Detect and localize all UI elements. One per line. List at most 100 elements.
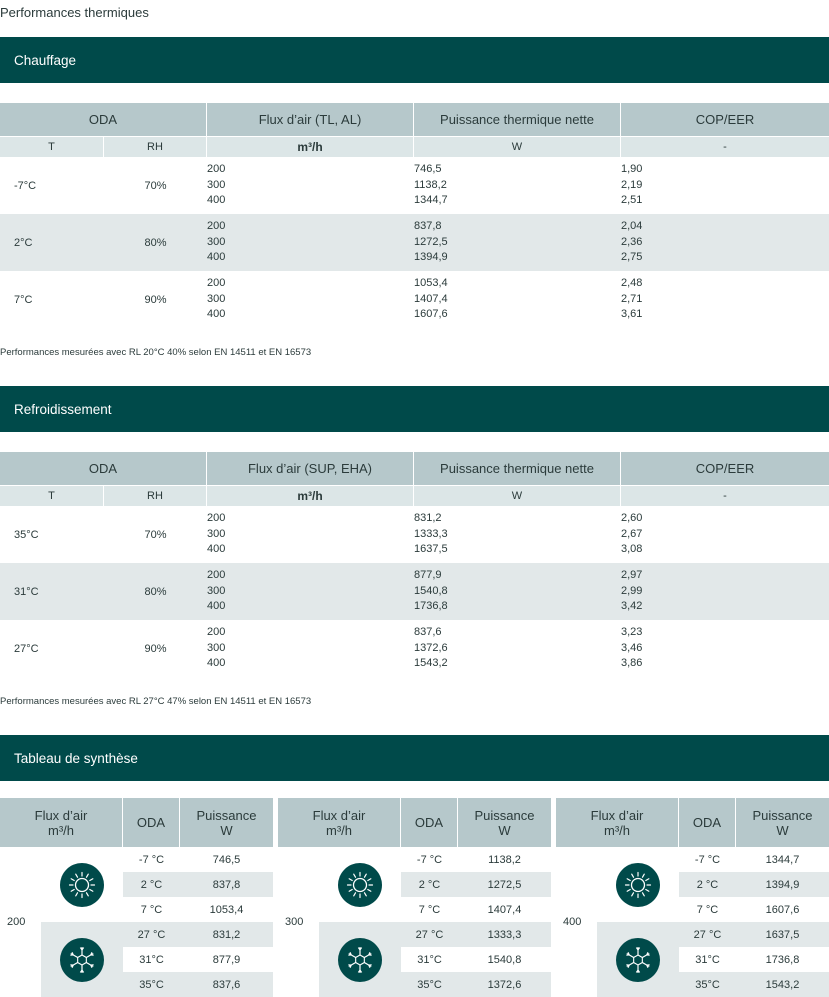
cooling-subheader-row: T RH m³/h W - [0, 485, 829, 506]
summary-header-puis-unit: W [776, 822, 789, 838]
subheader-unit-flux: m³/h [207, 486, 414, 506]
summary-row: 31°C 1736,8 [679, 947, 829, 972]
cell-puis: 831,2 1333,3 1637,5 [414, 506, 621, 563]
cell-temperature: 31°C [14, 585, 39, 598]
summary-oda: 7 °C [696, 903, 719, 916]
cell-value: 1272,5 [414, 235, 448, 248]
cell-value: 300 [207, 178, 226, 191]
subheader-t: T [0, 486, 104, 506]
summary-puissance: 837,6 [212, 978, 241, 991]
summary-puissance: 831,2 [212, 928, 241, 941]
cell-value: 837,6 [414, 626, 442, 639]
summary-oda: -7 °C [694, 853, 721, 866]
summary-puissance: 1344,7 [765, 853, 800, 866]
summary-header-puis-label: Puissance [196, 807, 257, 823]
sun-icon [338, 862, 382, 907]
cell-humidity: 80% [144, 585, 167, 598]
summary-header-puis-label: Puissance [752, 807, 813, 823]
summary-table: Flux d’air m³/h ODA Puissance W 300 -7 °… [278, 798, 551, 997]
cell-value: 200 [207, 512, 226, 525]
summary-row: 35°C 837,6 [123, 972, 273, 997]
cell-value: 1736,8 [414, 600, 448, 613]
cell-value: 3,86 [621, 657, 643, 670]
cell-value: 200 [207, 220, 226, 233]
summary-row: 31°C 877,9 [123, 947, 273, 972]
summary-row: -7 °C 746,5 [123, 847, 273, 872]
summary-section-header: Tableau de synthèse [0, 735, 829, 781]
summary-row: 35°C 1372,6 [401, 972, 551, 997]
cell-value: 1637,5 [414, 543, 448, 556]
summary-puissance: 1637,5 [765, 928, 800, 941]
summary-header-oda: ODA [401, 798, 458, 847]
summary-header-flux-label: Flux d’air [312, 807, 366, 823]
summary-table: Flux d’air m³/h ODA Puissance W 200 -7 °… [0, 798, 273, 997]
cell-value: 2,97 [621, 569, 643, 582]
summary-header-puis-label: Puissance [474, 807, 535, 823]
header-flux: Flux d’air (SUP, EHA) [207, 452, 414, 485]
cell-puis: 877,9 1540,8 1736,8 [414, 563, 621, 620]
summary-puissance: 1372,6 [487, 978, 522, 991]
cell-humidity: 70% [144, 179, 167, 192]
cell-flux: 200 300 400 [207, 271, 414, 328]
cell-value: 3,46 [621, 641, 643, 654]
subheader-rh: RH [104, 137, 207, 157]
summary-puissance: 1053,4 [209, 903, 244, 916]
summary-header-flux: Flux d’air m³/h [556, 798, 679, 847]
summary-oda: 35°C [139, 978, 164, 991]
summary-oda: 27 °C [693, 928, 722, 941]
cell-value: 1540,8 [414, 584, 448, 597]
cell-value: 746,5 [414, 163, 442, 176]
cell-temperature: -7°C [14, 179, 37, 192]
summary-oda: 27 °C [415, 928, 444, 941]
cell-value: 200 [207, 569, 226, 582]
cell-value: 300 [207, 527, 226, 540]
cell-humidity: 90% [144, 642, 167, 655]
summary-row: 31°C 1540,8 [401, 947, 551, 972]
cell-flux: 200 300 400 [207, 214, 414, 271]
heating-header-row: ODA Flux d’air (TL, AL) Puissance thermi… [0, 103, 829, 136]
cell-value: 200 [207, 277, 226, 290]
summary-oda: 31°C [695, 953, 720, 966]
subheader-unit-puis: W [414, 137, 621, 157]
summary-puissance: 1607,6 [765, 903, 800, 916]
summary-row: 27 °C 1637,5 [679, 922, 829, 947]
summary-puissance: 837,8 [212, 878, 241, 891]
heating-table: ODA Flux d’air (TL, AL) Puissance thermi… [0, 103, 829, 328]
cell-value: 300 [207, 584, 226, 597]
cell-value: 2,36 [621, 235, 643, 248]
cell-flux: 200 300 400 [207, 620, 414, 677]
cell-value: 3,08 [621, 543, 643, 556]
cell-value: 1344,7 [414, 194, 448, 207]
summary-oda: -7 °C [416, 853, 443, 866]
summary-header-row: Flux d’air m³/h ODA Puissance W [556, 798, 829, 847]
summary-header-puis-unit: W [220, 822, 233, 838]
heating-note: Performances mesurées avec RL 20°C 40% s… [0, 347, 312, 358]
summary-header-oda: ODA [679, 798, 736, 847]
cell-value: 1394,9 [414, 251, 448, 264]
cell-value: 2,48 [621, 277, 643, 290]
cell-value: 2,19 [621, 178, 643, 191]
summary-flow-value: 200 [0, 847, 41, 997]
summary-puissance: 1543,2 [765, 978, 800, 991]
cell-puis: 837,6 1372,6 1543,2 [414, 620, 621, 677]
cooling-section-header: Refroidissement [0, 386, 829, 432]
cell-value: 400 [207, 194, 226, 207]
summary-row: 7 °C 1407,4 [401, 897, 551, 922]
cell-humidity: 80% [144, 236, 167, 249]
summary-puissance: 746,5 [212, 853, 241, 866]
summary-flow-value: 400 [556, 847, 597, 997]
summary-header-flux-unit: m³/h [604, 822, 630, 838]
summary-header-flux: Flux d’air m³/h [278, 798, 401, 847]
summary-oda: 7 °C [140, 903, 163, 916]
summary-oda: 35°C [695, 978, 720, 991]
summary-header-flux: Flux d’air m³/h [0, 798, 123, 847]
summary-header-puissance: Puissance W [736, 798, 829, 847]
summary-oda: 2 °C [140, 878, 163, 891]
table-row: -7°C 70% 200 300 400 746,5 1138,2 1344,7 1,90 2,1… [0, 157, 829, 214]
subheader-unit-flux: m³/h [207, 137, 414, 157]
cell-value: 400 [207, 600, 226, 613]
summary-header-flux-label: Flux d’air [590, 807, 644, 823]
summary-row: -7 °C 1138,2 [401, 847, 551, 872]
table-row: 2°C 80% 200 300 400 837,8 1272,5 1394,9 2,04 2,36… [0, 214, 829, 271]
summary-header-row: Flux d’air m³/h ODA Puissance W [0, 798, 273, 847]
